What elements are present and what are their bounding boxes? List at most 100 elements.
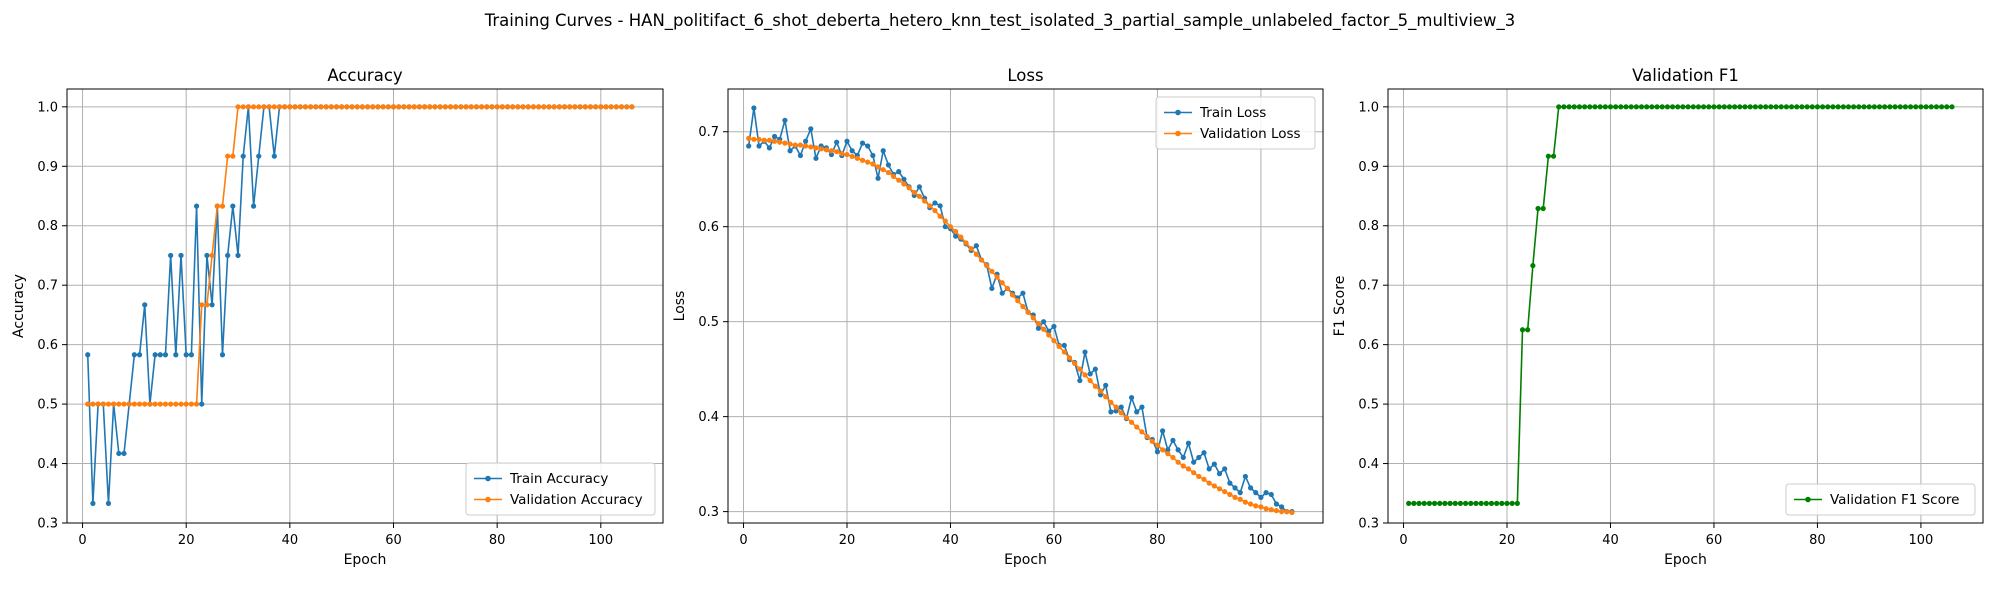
- chart-panel-accuracy: 0 20 40 60 80 100 0.3 0.4 0.5 0.6 0.7 0.8 0.9 1.0 Accu…: [11, 66, 664, 568]
- data-point: [1876, 104, 1883, 110]
- data-point: [1918, 104, 1924, 110]
- data-point: [95, 401, 101, 407]
- data-point: [1923, 104, 1929, 110]
- y-tick-label: 0.4: [698, 410, 719, 425]
- data-point: [116, 450, 122, 457]
- data-point: [219, 203, 226, 209]
- data-point: [932, 207, 938, 214]
- data-point: [235, 104, 241, 110]
- data-point: [245, 104, 251, 110]
- x-tick-label: 40: [1602, 533, 1619, 548]
- data-point: [1494, 500, 1500, 506]
- data-point: [292, 104, 298, 110]
- data-point: [256, 104, 262, 110]
- data-point: [85, 352, 91, 358]
- y-tick-label: 0.4: [37, 457, 58, 472]
- data-point: [287, 104, 293, 110]
- data-point: [1897, 104, 1903, 110]
- data-point: [756, 136, 762, 142]
- data-point: [999, 290, 1005, 296]
- data-point: [131, 401, 137, 407]
- legend-label: Train Loss: [1199, 105, 1266, 121]
- data-point: [771, 138, 778, 144]
- data-point: [489, 104, 495, 110]
- legend-label: Validation Accuracy: [510, 492, 643, 508]
- data-point: [1406, 500, 1412, 506]
- data-point: [1149, 438, 1155, 444]
- data-point: [406, 104, 412, 110]
- legend-marker: [1805, 496, 1811, 503]
- data-point: [240, 104, 246, 110]
- plot-area-f1: [1406, 104, 1955, 506]
- data-point: [1180, 454, 1186, 461]
- x-tick-label: 60: [385, 533, 402, 548]
- data-point: [162, 352, 169, 358]
- data-point: [235, 252, 241, 259]
- data-point: [1933, 104, 1940, 110]
- data-point: [1783, 104, 1789, 110]
- data-point: [901, 176, 907, 182]
- data-point: [1685, 104, 1691, 110]
- data-point: [916, 193, 923, 199]
- data-point: [1540, 205, 1546, 212]
- data-point: [302, 104, 308, 110]
- data-point: [1092, 366, 1098, 372]
- data-point: [1416, 500, 1422, 506]
- data-point: [1128, 395, 1135, 401]
- data-point: [1128, 419, 1135, 425]
- data-point: [1597, 104, 1603, 110]
- data-point: [756, 143, 762, 149]
- data-point: [1592, 104, 1598, 110]
- data-point: [380, 104, 386, 110]
- data-point: [1525, 327, 1531, 333]
- data-point: [157, 401, 163, 407]
- data-point: [188, 401, 194, 407]
- data-point: [541, 104, 547, 110]
- plot-area-accuracy: [85, 104, 635, 506]
- data-point: [1892, 104, 1898, 110]
- data-point: [1623, 104, 1629, 110]
- data-point: [1742, 104, 1748, 110]
- axes-frame: [727, 88, 1324, 524]
- y-tick-label: 0.3: [37, 517, 58, 532]
- data-point: [1196, 454, 1202, 461]
- data-point: [1701, 104, 1707, 110]
- data-point: [152, 401, 158, 407]
- data-point: [1669, 104, 1676, 110]
- x-tick-label: 20: [1499, 533, 1516, 548]
- data-point: [1664, 104, 1670, 110]
- data-point: [1907, 104, 1914, 110]
- x-tick-label: 100: [1908, 533, 1933, 548]
- data-point: [240, 153, 246, 159]
- data-point: [1206, 466, 1212, 472]
- data-point: [266, 104, 272, 110]
- legend-marker: [1175, 130, 1181, 137]
- y-tick-label: 0.7: [1358, 279, 1379, 294]
- data-point: [823, 147, 829, 153]
- data-point: [354, 104, 360, 110]
- series-f1-0: [1406, 104, 1955, 506]
- data-point: [1227, 491, 1233, 498]
- data-point: [1519, 327, 1526, 333]
- data-point: [1830, 104, 1836, 110]
- data-point: [313, 104, 319, 110]
- y-tick-label: 0.3: [698, 505, 719, 520]
- data-point: [401, 104, 407, 110]
- series-line: [747, 107, 1292, 513]
- data-point: [214, 203, 220, 209]
- legend-label: Validation F1 Score: [1830, 492, 1959, 508]
- data-point: [999, 280, 1005, 286]
- data-point: [1082, 349, 1088, 355]
- data-point: [178, 252, 184, 259]
- data-point: [896, 177, 902, 183]
- data-point: [126, 401, 132, 407]
- data-point: [136, 401, 143, 407]
- data-point: [1732, 104, 1738, 110]
- x-tick-label: 80: [489, 533, 506, 548]
- data-point: [947, 224, 954, 230]
- data-point: [1483, 500, 1489, 506]
- data-point: [1644, 104, 1650, 110]
- data-point: [593, 104, 599, 110]
- data-point: [792, 142, 798, 148]
- legend-label: Train Accuracy: [509, 471, 608, 487]
